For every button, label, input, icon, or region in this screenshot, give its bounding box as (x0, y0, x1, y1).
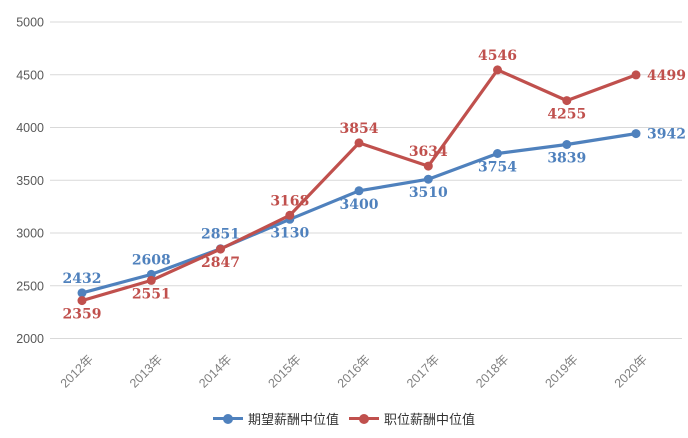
chart-legend: 期望薪酬中位值 职位薪酬中位值 (0, 409, 688, 428)
data-point (423, 161, 433, 171)
legend-item-expected-salary: 期望薪酬中位值 (212, 409, 339, 428)
y-axis-tick-label: 4000 (16, 121, 44, 135)
data-point (77, 288, 87, 298)
data-point-label: 2608 (132, 252, 171, 268)
y-axis-tick-label: 3500 (16, 174, 44, 188)
x-axis-tick-label: 2013年 (127, 352, 165, 390)
data-point-label: 3510 (409, 185, 448, 201)
data-point-label: 2847 (201, 255, 240, 271)
data-point-label: 4546 (478, 48, 517, 64)
x-axis-tick-label: 2019年 (542, 352, 580, 390)
data-point (146, 275, 156, 285)
y-axis-tick-label: 4500 (16, 68, 44, 82)
data-point-label: 2432 (63, 271, 102, 287)
x-axis-tick-label: 2018年 (473, 352, 511, 390)
data-point (562, 96, 572, 106)
data-point-label: 3942 (647, 127, 686, 143)
data-point-label: 2359 (63, 307, 102, 323)
data-point-label: 3400 (340, 197, 379, 213)
data-point (285, 210, 295, 220)
data-point-label: 3854 (340, 121, 379, 137)
chart-plot-area: 2000 2500 3000 3500 4000 4500 5000 2012年 2013年 20… (16, 16, 686, 391)
y-axis-tick-label: 2000 (16, 332, 44, 346)
legend-item-position-salary: 职位薪酬中位值 (349, 409, 475, 428)
blue-line-dot-marker-icon (212, 413, 243, 424)
data-point-label: 2851 (201, 227, 240, 243)
data-point-label: 4255 (547, 107, 586, 123)
x-axis-tick-label: 2016年 (335, 352, 373, 390)
x-axis-tick-label: 2020年 (612, 352, 650, 390)
data-point-label: 3839 (547, 151, 586, 167)
data-point-label: 3130 (270, 225, 309, 241)
y-axis-tick-label: 5000 (16, 16, 44, 30)
red-line-dot-marker-icon (349, 413, 379, 424)
data-point (354, 138, 364, 148)
legend-label-position-salary: 职位薪酬中位值 (384, 412, 476, 427)
y-axis-tick-label: 2500 (16, 279, 44, 293)
y-axis-tick-label: 3000 (16, 227, 44, 241)
legend-label-expected-salary: 期望薪酬中位值 (247, 412, 339, 427)
data-point (493, 65, 502, 75)
data-point (354, 186, 364, 196)
data-point-label: 2551 (132, 286, 171, 302)
data-point (493, 149, 502, 158)
x-axis-tick-label: 2012年 (58, 352, 96, 390)
data-point (77, 296, 87, 306)
x-axis-tick-label: 2014年 (196, 352, 234, 390)
data-point (216, 244, 225, 254)
x-axis-tick-label: 2015年 (265, 352, 303, 390)
data-point (631, 129, 641, 139)
data-point-label: 3634 (409, 144, 448, 160)
data-point (631, 70, 641, 80)
data-point-label: 3168 (270, 193, 309, 209)
x-axis-tick-label: 2017年 (404, 352, 442, 390)
data-point (423, 174, 433, 184)
data-point-label: 3754 (478, 160, 517, 176)
data-point (562, 140, 572, 149)
data-point-label: 4499 (647, 68, 686, 84)
